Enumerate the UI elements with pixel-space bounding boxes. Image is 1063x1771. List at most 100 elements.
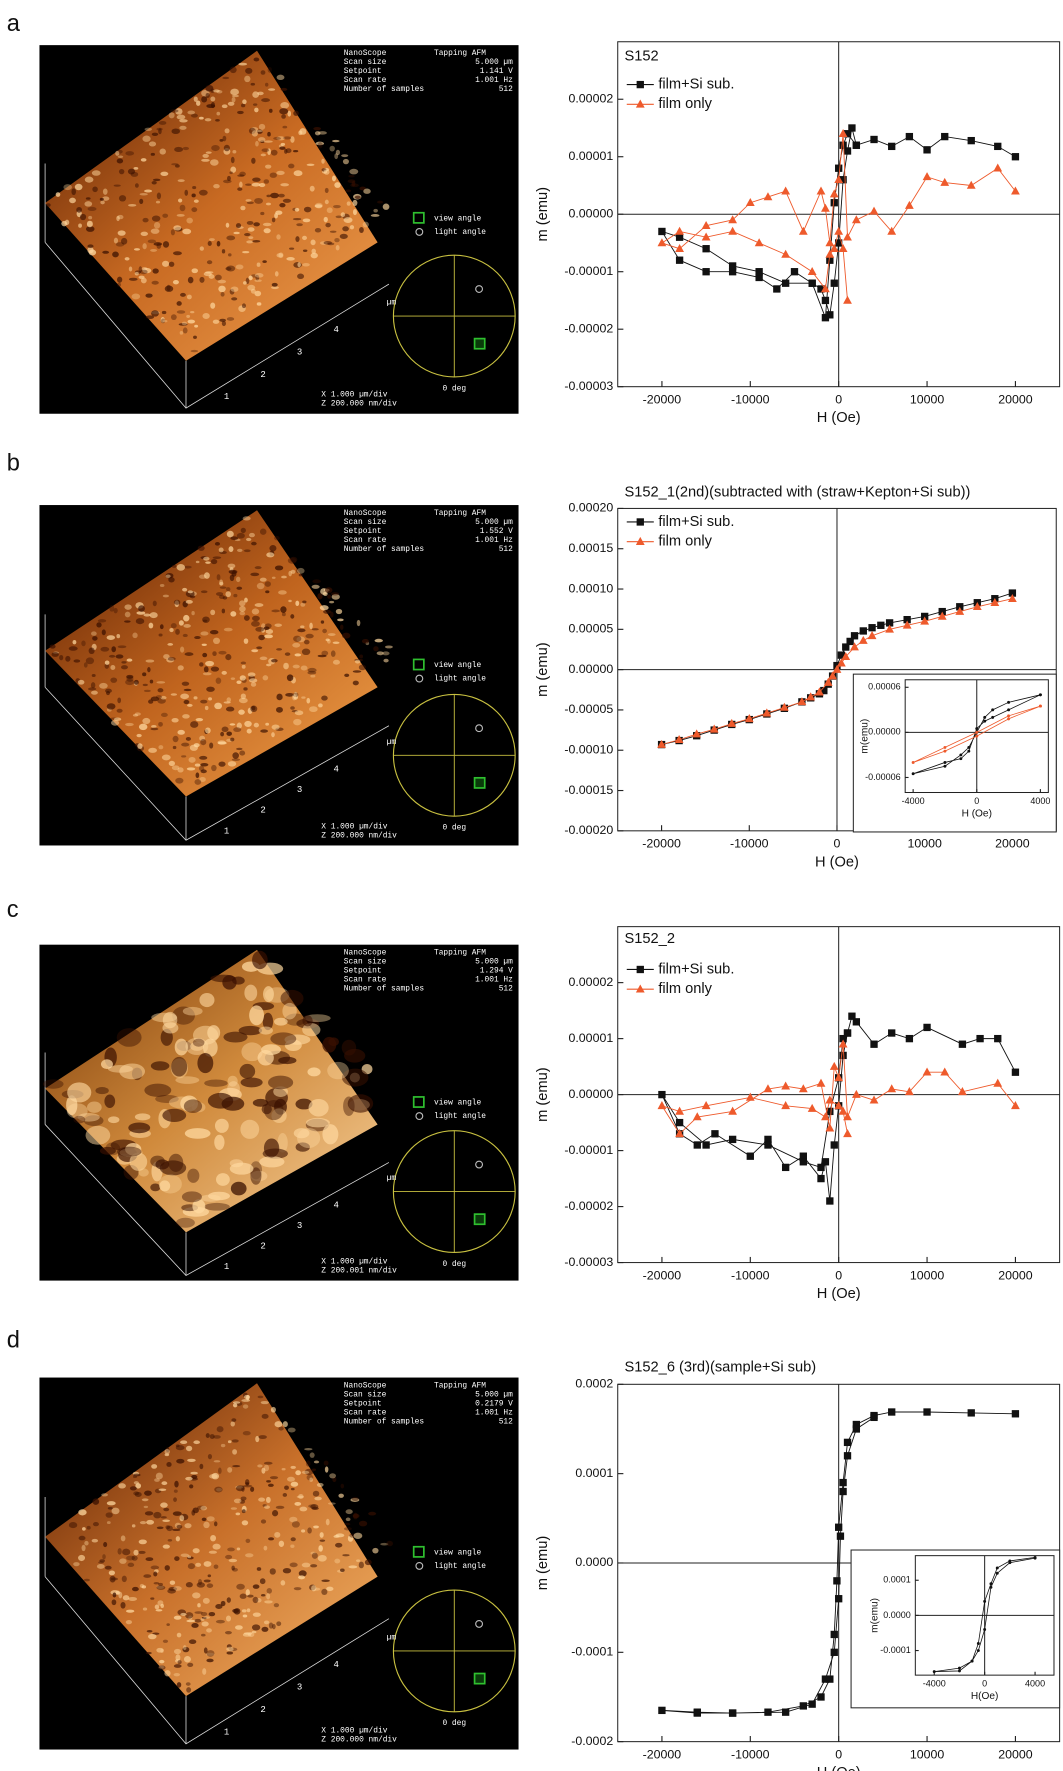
surface-bump	[188, 277, 194, 284]
surface-bump	[135, 1113, 151, 1120]
afm-image: NanoScopeTapping AFMScan size5.000 µmSet…	[39, 45, 518, 414]
surface-bump	[157, 1600, 163, 1606]
surface-bump	[210, 610, 215, 615]
surface-bump	[103, 189, 108, 195]
marker	[989, 1582, 992, 1585]
surface-bump	[105, 1566, 112, 1570]
surface-bump	[168, 1539, 173, 1542]
surface-bump	[195, 763, 201, 766]
afm-header: Tapping AFM	[434, 49, 486, 58]
surface-bump	[174, 1649, 181, 1654]
surface-bump	[382, 651, 389, 655]
surface-bump	[185, 1128, 211, 1139]
afm-param-value: 5.000 µm	[475, 1391, 513, 1400]
surface-bump	[160, 149, 166, 155]
surface-bump	[274, 536, 280, 540]
surface-bump	[162, 311, 166, 314]
surface-bump	[73, 1116, 85, 1124]
surface-bump	[322, 1037, 336, 1053]
surface-bump	[237, 111, 244, 114]
marker	[1007, 714, 1010, 717]
surface-bump	[257, 583, 265, 589]
surface-bump	[252, 1624, 260, 1630]
surface-bump	[230, 738, 234, 742]
surface-bump	[147, 667, 150, 672]
y-tick-label: 0.00015	[568, 541, 613, 555]
marker	[729, 1136, 736, 1143]
surface-bump	[245, 1482, 249, 1484]
y-tick-label: 0.0000	[575, 1555, 613, 1569]
surface-bump	[271, 732, 275, 737]
afm-param-name: Scan size	[344, 958, 387, 967]
surface-bump	[322, 1124, 338, 1144]
legend-label: film only	[658, 981, 712, 997]
light-angle-label: light angle	[434, 675, 486, 684]
surface-bump	[270, 193, 279, 199]
surface-bump	[140, 193, 148, 195]
surface-bump	[46, 203, 50, 207]
marker	[989, 1586, 992, 1589]
surface-bump	[264, 1138, 279, 1157]
surface-bump	[326, 1587, 333, 1591]
surface-bump	[327, 594, 331, 598]
x-tick-label: 10000	[910, 1747, 945, 1761]
surface-bump	[252, 608, 259, 614]
surface-bump	[162, 261, 169, 267]
axis-tick: 4	[333, 324, 338, 335]
surface-bump	[320, 1532, 324, 1538]
surface-bump	[261, 98, 270, 102]
marker	[983, 720, 986, 723]
surface-bump	[160, 624, 164, 629]
legend-label: film+Si sub.	[658, 961, 734, 977]
surface-bump	[276, 707, 283, 713]
surface-bump	[167, 643, 173, 646]
surface-bump	[217, 241, 221, 247]
axis-tick: 1	[224, 825, 229, 836]
surface-bump	[192, 186, 196, 189]
surface-bump	[199, 117, 204, 120]
surface-bump	[51, 652, 58, 657]
surface-bump	[321, 1579, 329, 1581]
surface-bump	[194, 199, 199, 202]
surface-bump	[193, 1039, 205, 1047]
surface-bump	[260, 1578, 266, 1584]
surface-bump	[91, 631, 97, 635]
surface-bump	[264, 1600, 273, 1603]
surface-bump	[163, 1508, 169, 1511]
surface-bump	[228, 761, 236, 767]
surface-bump	[156, 1609, 163, 1611]
surface-bump	[335, 1543, 342, 1548]
surface-bump	[293, 636, 301, 642]
surface-bump	[321, 1589, 327, 1595]
afm-param-value: 512	[499, 545, 513, 554]
surface-bump	[333, 1535, 339, 1538]
surface-bump	[176, 1218, 195, 1228]
marker	[923, 172, 932, 180]
surface-bump	[213, 89, 220, 92]
surface-bump	[183, 1645, 187, 1650]
afm-param-name: Scan rate	[344, 76, 387, 85]
marker	[870, 136, 877, 143]
surface-bump	[175, 778, 183, 784]
surface-bump	[194, 779, 201, 785]
surface-bump	[210, 1434, 215, 1439]
axis-tick: 3	[297, 347, 302, 358]
marker	[782, 1164, 789, 1171]
surface-bump	[112, 251, 119, 257]
surface-bump	[218, 651, 226, 655]
surface-bump	[306, 1460, 311, 1466]
surface-bump	[169, 262, 175, 267]
surface-bump	[304, 207, 311, 213]
surface-bump	[270, 1476, 278, 1479]
view-marker	[475, 1674, 485, 1684]
x-tick-label: -20000	[643, 1747, 682, 1761]
surface-bump	[344, 1049, 365, 1063]
marker	[764, 1141, 771, 1148]
marker	[711, 1130, 718, 1137]
surface-bump	[294, 1587, 301, 1590]
surface-bump	[210, 630, 218, 634]
surface-bump	[59, 655, 63, 660]
surface-bump	[109, 655, 115, 658]
surface-bump	[163, 1640, 168, 1643]
surface-bump	[143, 1607, 147, 1610]
